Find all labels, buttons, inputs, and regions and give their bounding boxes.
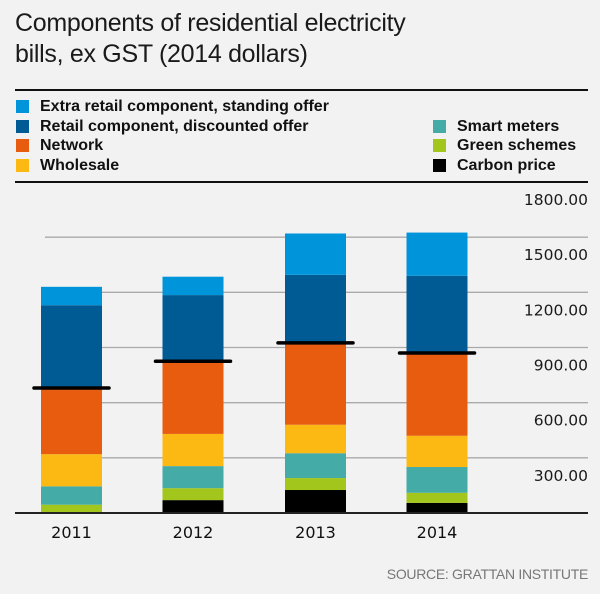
bar-segment-smart-meters bbox=[406, 467, 468, 493]
x-tick-label: 2012 bbox=[173, 523, 214, 542]
bar-segment-green-schemes bbox=[162, 488, 224, 501]
bar-segment-wholesale bbox=[285, 424, 346, 454]
legend-label: Wholesale bbox=[40, 156, 120, 174]
bar-segment-network bbox=[41, 387, 102, 455]
legend-swatch bbox=[433, 139, 446, 153]
bar-segment-extra-retail-component-standing-offer bbox=[162, 276, 224, 296]
legend-item-retail: Retail component, discounted offer bbox=[16, 117, 329, 137]
bar-segment-smart-meters bbox=[41, 486, 102, 505]
y-tick-label: 300.00 bbox=[534, 467, 588, 485]
legend-swatch bbox=[16, 119, 29, 133]
bar-segment-network bbox=[162, 362, 224, 434]
bar-segment-carbon-price bbox=[162, 500, 224, 513]
legend-item-extra-retail: Extra retail component, standing offer bbox=[16, 97, 329, 117]
legend-label: Retail component, discounted offer bbox=[40, 117, 309, 135]
title-divider bbox=[15, 89, 588, 91]
y-tick-label: 1800.00 bbox=[524, 191, 588, 209]
legend-label: Carbon price bbox=[457, 156, 556, 174]
bar-segment-retail-component-discounted-offer bbox=[285, 274, 346, 343]
y-tick-label: 600.00 bbox=[534, 412, 588, 430]
legend-label: Network bbox=[40, 137, 104, 154]
legend-label: Extra retail component, standing offer bbox=[40, 98, 329, 115]
legend-label: Green schemes bbox=[457, 137, 577, 154]
bar-segment-retail-component-discounted-offer bbox=[162, 295, 224, 363]
bar-segment-green-schemes bbox=[285, 478, 346, 491]
bar-segment-carbon-price bbox=[285, 490, 346, 513]
bar-segment-network bbox=[285, 342, 346, 425]
source-note: SOURCE: GRATTAN INSTITUTE bbox=[386, 566, 589, 582]
bar-segment-green-schemes bbox=[406, 492, 468, 503]
legend-item-wholesale: Wholesale bbox=[16, 156, 329, 176]
bar-segment-green-schemes bbox=[41, 504, 102, 513]
bar-segment-smart-meters bbox=[285, 453, 346, 479]
y-tick-label: 900.00 bbox=[534, 357, 588, 375]
legend-item-network: Network bbox=[16, 136, 329, 156]
legend-swatch bbox=[16, 100, 29, 114]
y-tick-label: 1200.00 bbox=[524, 301, 588, 319]
x-tick-label: 2014 bbox=[417, 523, 458, 542]
legend-swatch bbox=[433, 158, 446, 172]
legend-item-carbon-price: Carbon price bbox=[433, 156, 576, 176]
bar-segment-extra-retail-component-standing-offer bbox=[406, 232, 468, 276]
legend-item-green-schemes: Green schemes bbox=[433, 136, 576, 156]
bar-segment-extra-retail-component-standing-offer bbox=[285, 233, 346, 275]
legend-item-smart-meters: Smart meters bbox=[433, 117, 576, 137]
bar-segment-retail-component-discounted-offer bbox=[406, 275, 468, 354]
bar-segment-retail-component-discounted-offer bbox=[41, 305, 102, 388]
x-tick-label: 2011 bbox=[51, 523, 92, 542]
chart-title: Components of residential electricity bi… bbox=[15, 9, 406, 68]
bar-segment-wholesale bbox=[41, 454, 102, 487]
legend-swatch bbox=[433, 119, 446, 133]
bar-segment-smart-meters bbox=[162, 466, 224, 489]
bar-segment-carbon-price bbox=[406, 502, 468, 513]
bar-segment-wholesale bbox=[162, 433, 224, 467]
legend-right: Smart meters Green schemes Carbon price bbox=[433, 117, 576, 176]
legend-swatch bbox=[16, 139, 29, 153]
bar-segment-network bbox=[406, 353, 468, 436]
bar-segment-extra-retail-component-standing-offer bbox=[41, 286, 102, 306]
y-tick-label: 1500.00 bbox=[524, 246, 588, 264]
x-tick-label: 2013 bbox=[295, 523, 336, 542]
legend-swatch bbox=[16, 158, 29, 172]
legend-label: Smart meters bbox=[457, 117, 560, 135]
bar-segment-wholesale bbox=[406, 435, 468, 468]
legend-left: Extra retail component, standing offer R… bbox=[16, 97, 329, 175]
